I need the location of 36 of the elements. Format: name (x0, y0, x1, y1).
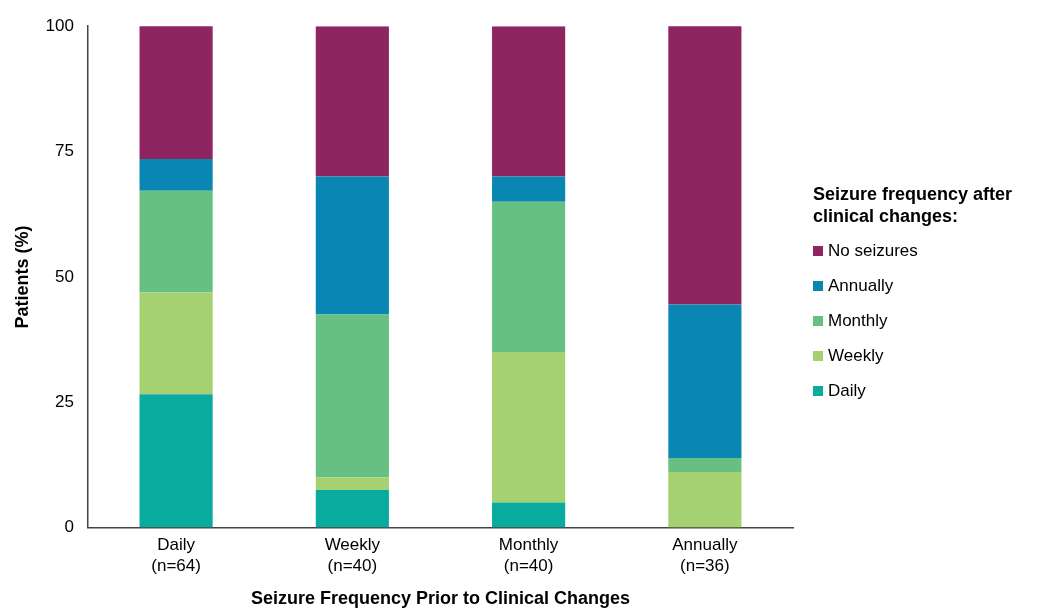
bar (139, 190, 213, 293)
y-tick-label: 25 (55, 391, 74, 411)
bar (315, 176, 389, 315)
bar (492, 176, 566, 202)
bar (139, 26, 213, 160)
legend-title: Seizure frequency after clinical changes: (813, 183, 1014, 227)
bar (139, 159, 213, 191)
legend-label: Annually (828, 275, 894, 296)
bar (315, 477, 389, 490)
legend-label: No seizures (828, 240, 918, 261)
legend-label: Daily (828, 380, 866, 401)
x-axis-title: Seizure Frequency Prior to Clinical Changes (250, 588, 631, 609)
bar (492, 26, 566, 177)
bar (139, 394, 213, 528)
y-tick-label: 50 (55, 266, 74, 286)
bar (139, 292, 213, 395)
bar (315, 490, 389, 528)
x-tick-label: Annually (n=36) (672, 535, 738, 575)
bar (492, 502, 566, 528)
bar (668, 457, 742, 472)
x-tick-label: Weekly (n=40) (324, 535, 381, 575)
legend-label: Weekly (828, 345, 884, 366)
y-tick-label: 75 (55, 141, 74, 161)
bar (668, 26, 742, 305)
x-tick-label: Monthly (n=40) (498, 535, 559, 575)
bar (315, 26, 389, 177)
bar (668, 471, 742, 528)
y-axis-title: Patients (%) (11, 225, 32, 329)
bar (668, 304, 742, 458)
legend-label: Monthly (828, 310, 888, 331)
bar (492, 201, 566, 353)
bar (492, 352, 566, 503)
y-tick-label: 100 (45, 15, 74, 35)
y-tick-label: 0 (64, 517, 74, 537)
bar (315, 314, 389, 478)
x-tick-label: Daily (n=64) (151, 535, 201, 575)
